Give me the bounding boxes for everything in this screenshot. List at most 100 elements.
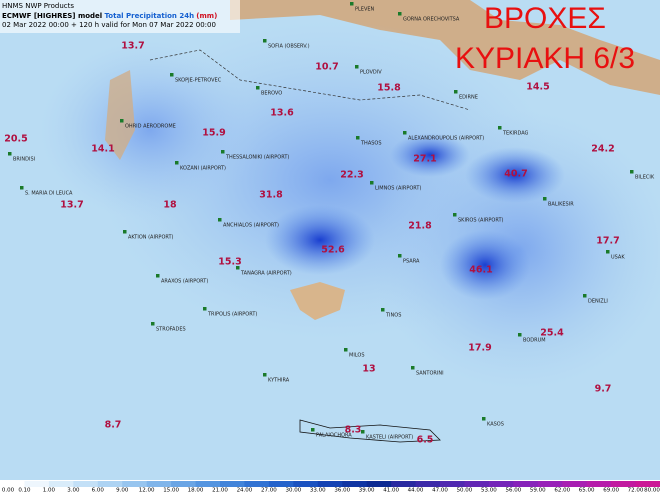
land: [290, 282, 345, 320]
station-name: TEKIRDAG: [502, 131, 529, 137]
station-marker: [203, 307, 207, 311]
colorbar-label: 33.00: [310, 488, 326, 494]
max-value: 13.7: [60, 200, 83, 211]
station-name: SOFIA (OBSERV.): [268, 44, 310, 50]
station-name: DENIZLI: [588, 299, 608, 305]
station-marker: [170, 73, 174, 77]
station-name: STROFADES: [156, 327, 186, 333]
colorbar-segment: [24, 481, 50, 487]
colorbar-segment: [513, 481, 539, 487]
colorbar-segment: [73, 481, 99, 487]
station-name: THASOS: [360, 141, 382, 147]
station-name: SKIROS (AIRPORT): [458, 218, 504, 224]
station-marker: [236, 266, 240, 270]
colorbar-segment: [464, 481, 490, 487]
station-marker: [606, 250, 610, 254]
max-value: 8.3: [345, 425, 362, 436]
colorbar-label: 9.00: [116, 488, 129, 494]
max-value: 13.6: [270, 108, 294, 119]
max-value: 31.8: [259, 190, 283, 201]
station-marker: [20, 186, 24, 190]
station-name: PLOVDIV: [360, 70, 382, 76]
max-value: 15.9: [202, 128, 225, 139]
colorbar-label: 21.00: [212, 488, 228, 494]
station-name: BEROVO: [261, 91, 282, 97]
model: ECMWF [HIGHRES] model: [2, 12, 102, 20]
colorbar-segment: [0, 481, 25, 487]
station-marker: [454, 90, 458, 94]
station-marker: [151, 322, 155, 326]
colorbar-label: 0.00: [2, 488, 15, 494]
colorbar-segment: [244, 481, 270, 487]
max-value: 14.5: [526, 82, 549, 93]
colorbar-segment: [146, 481, 172, 487]
colorbar-label: 0.10: [18, 488, 31, 494]
colorbar-segment: [537, 481, 563, 487]
max-value: 14.1: [91, 144, 114, 155]
colorbar-segment: [366, 481, 392, 487]
station-name: BILECIK: [635, 175, 655, 181]
station-marker: [543, 197, 547, 201]
station-marker: [156, 274, 160, 278]
land: [105, 70, 135, 160]
station-name: MILOS: [349, 353, 365, 359]
station-marker: [453, 213, 457, 217]
station-name: BRINDISI: [13, 157, 35, 163]
max-value: 15.3: [218, 257, 241, 268]
colorbar-segment: [342, 481, 368, 487]
colorbar-label: 47.00: [432, 488, 448, 494]
coastline: [299, 419, 441, 443]
station-marker: [518, 333, 522, 337]
colorbar-label: 44.00: [408, 488, 424, 494]
station-marker: [221, 150, 225, 154]
station-name: PALAIOCHORA: [316, 433, 352, 439]
rain-area: [40, 40, 260, 220]
station-marker: [218, 218, 222, 222]
colorbar-label: 15.00: [163, 488, 179, 494]
max-value: 13.7: [121, 41, 144, 52]
colorbar-label: 30.00: [285, 488, 301, 494]
header-box: [0, 0, 240, 33]
colorbar-segment: [611, 481, 637, 487]
station-marker: [123, 230, 127, 234]
header-text: ECMWF [HIGHRES] model Total Precipitatio…: [2, 12, 217, 20]
station-name: TRIPOLIS (AIRPORT): [207, 312, 257, 318]
colorbar-segment: [391, 481, 417, 487]
station-name: ANCHIALOS (AIRPORT): [223, 223, 279, 229]
max-value: 17.9: [468, 343, 491, 354]
station-name: ARAXOS (AIRPORT): [161, 279, 208, 285]
station-marker: [370, 181, 374, 185]
rain-core: [265, 205, 375, 275]
station-name: TINOS: [385, 313, 401, 319]
colorbar-segment: [195, 481, 221, 487]
max-value: 15.8: [377, 83, 401, 94]
station-name: KYTHIRA: [268, 378, 290, 384]
header-text: HNMS NWP Products: [2, 2, 74, 10]
station-name: LIMNOS (AIRPORT): [375, 186, 421, 192]
colorbar-label: 1.00: [43, 488, 56, 494]
max-value: 18: [163, 200, 177, 211]
max-value: 24.2: [591, 144, 614, 155]
station-marker: [311, 428, 315, 432]
station-name: OHRID AERODROME: [125, 124, 176, 130]
station-marker: [120, 119, 124, 123]
station-marker: [256, 86, 260, 90]
colorbar-label: 65.00: [579, 488, 595, 494]
station-marker: [411, 366, 415, 370]
max-value: 13: [362, 364, 375, 375]
colorbar-segment: [122, 481, 148, 487]
colorbar-segment: [317, 481, 343, 487]
station-marker: [175, 161, 179, 165]
colorbar-label: 80.00: [644, 488, 660, 494]
station-name: KOZANI (AIRPORT): [180, 166, 226, 172]
title: ΚΥΡΙΑΚΗ 6/3: [455, 42, 635, 75]
station-name: TANAGRA (AIRPORT): [240, 271, 292, 277]
station-name: GORNA ORECHOVITSA: [403, 17, 460, 23]
station-name: BODRUM: [523, 338, 546, 344]
colorbar-label: 53.00: [481, 488, 497, 494]
colorbar-segment: [97, 481, 123, 487]
colorbar-label: 36.00: [334, 488, 350, 494]
colorbar-segment: [48, 481, 74, 487]
station-marker: [381, 308, 385, 312]
